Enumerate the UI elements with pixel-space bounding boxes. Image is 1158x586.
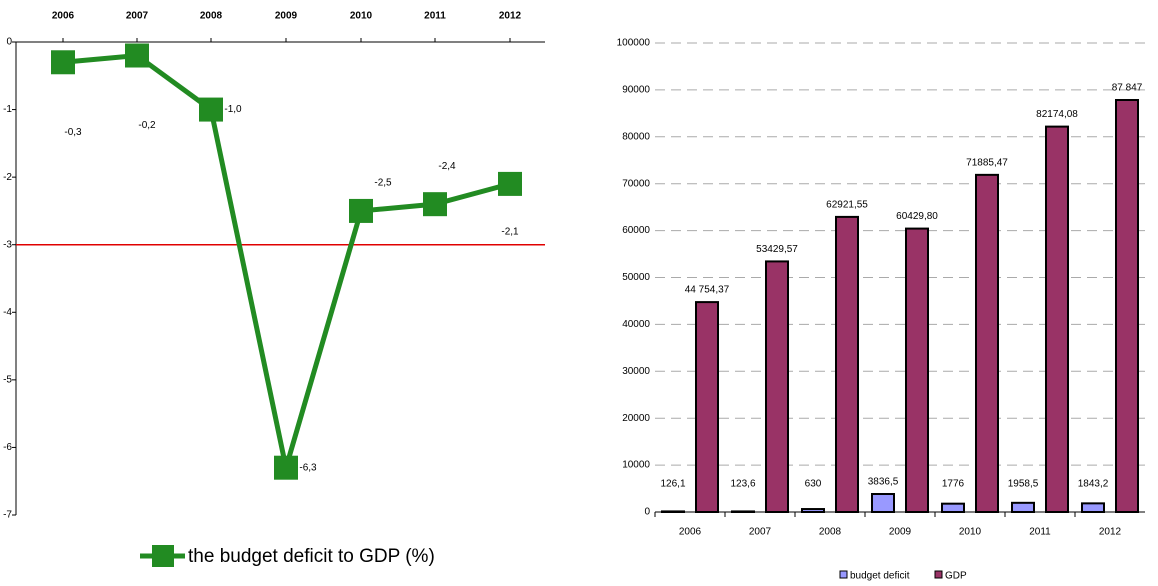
x-tick-label: 2011	[424, 11, 446, 22]
y-tick-label: 80000	[622, 131, 650, 142]
y-tick-label: 10000	[622, 460, 650, 471]
y-tick-label: -6	[3, 442, 12, 453]
value-label: 53429,57	[756, 244, 798, 255]
bar	[661, 510, 685, 514]
bar	[905, 227, 929, 514]
legend-marker	[152, 545, 174, 567]
value-label: 1958,5	[1008, 479, 1039, 490]
bar	[835, 215, 859, 514]
point-marker	[51, 50, 75, 75]
x-tick-label: 2011	[1029, 527, 1051, 538]
value-label: -0,3	[64, 127, 82, 138]
y-tick-label: -1	[3, 104, 12, 115]
bar	[871, 493, 895, 513]
x-tick-label: 2010	[959, 527, 982, 538]
value-label: -2,4	[438, 161, 456, 172]
value-label: -0,2	[138, 120, 156, 131]
x-tick-label: 2006	[679, 527, 702, 538]
x-tick-label: 2012	[499, 11, 522, 22]
y-tick-label: -4	[3, 307, 12, 318]
legend-label: GDP	[945, 571, 967, 582]
bar	[1115, 98, 1139, 514]
y-tick-label: 60000	[622, 225, 650, 236]
value-label: 82174,08	[1036, 109, 1078, 120]
value-label: 1843,2	[1078, 479, 1109, 490]
legend-label: the budget deficit to GDP (%)	[188, 546, 435, 567]
x-tick-label: 2009	[889, 527, 912, 538]
value-label: 630	[805, 479, 822, 490]
bar	[1045, 125, 1069, 513]
point-marker	[498, 171, 522, 196]
x-tick-label: 2010	[350, 11, 373, 22]
value-label: 71885,47	[966, 157, 1008, 168]
bar	[1011, 501, 1035, 514]
value-label: -6,3	[299, 462, 317, 473]
point-marker	[423, 192, 447, 217]
point-marker	[274, 455, 298, 480]
x-tick-label: 2006	[52, 11, 75, 22]
y-tick-label: -2	[3, 172, 12, 183]
value-label: 123,6	[730, 479, 755, 490]
point-marker	[125, 43, 149, 68]
value-label: -2,5	[374, 178, 392, 189]
x-tick-label: 2007	[749, 527, 772, 538]
series-line	[62, 52, 511, 469]
y-tick-label: 30000	[622, 366, 650, 377]
y-tick-label: 70000	[622, 178, 650, 189]
value-label: 87 847	[1112, 83, 1143, 94]
y-tick-label: -7	[3, 510, 12, 521]
value-label: 60429,80	[896, 211, 938, 222]
value-label: 44 754,37	[685, 285, 730, 296]
y-tick-label: 50000	[622, 272, 650, 283]
bar	[801, 508, 825, 513]
y-tick-label: 0	[6, 37, 12, 48]
bar	[731, 510, 755, 514]
bar	[765, 260, 789, 513]
value-label: 3836,5	[868, 477, 899, 488]
point-marker	[199, 97, 223, 122]
y-tick-label: 90000	[622, 85, 650, 96]
x-tick-label: 2012	[1099, 527, 1122, 538]
value-label: -1,0	[224, 104, 242, 115]
value-label: 62921,55	[826, 200, 868, 211]
value-label: -2,1	[501, 227, 519, 238]
value-label: 1776	[942, 479, 965, 490]
y-tick-label: -5	[3, 374, 12, 385]
point-marker	[349, 198, 373, 223]
y-tick-label: 20000	[622, 413, 650, 424]
value-label: 126,1	[660, 479, 685, 490]
x-tick-label: 2009	[275, 11, 298, 22]
bar	[1081, 502, 1105, 513]
x-tick-label: 2008	[200, 11, 223, 22]
y-tick-label: 40000	[622, 319, 650, 330]
y-tick-label: -3	[3, 239, 12, 250]
legend-swatch	[934, 570, 943, 579]
legend-swatch	[839, 570, 848, 579]
bar	[975, 173, 999, 513]
x-tick-label: 2007	[126, 11, 149, 22]
y-tick-label: 0	[644, 507, 650, 518]
y-tick-label: 100000	[617, 38, 651, 49]
bar	[941, 502, 965, 514]
bar	[695, 301, 719, 513]
legend-label: budget deficit	[850, 571, 910, 582]
x-tick-label: 2008	[819, 527, 842, 538]
